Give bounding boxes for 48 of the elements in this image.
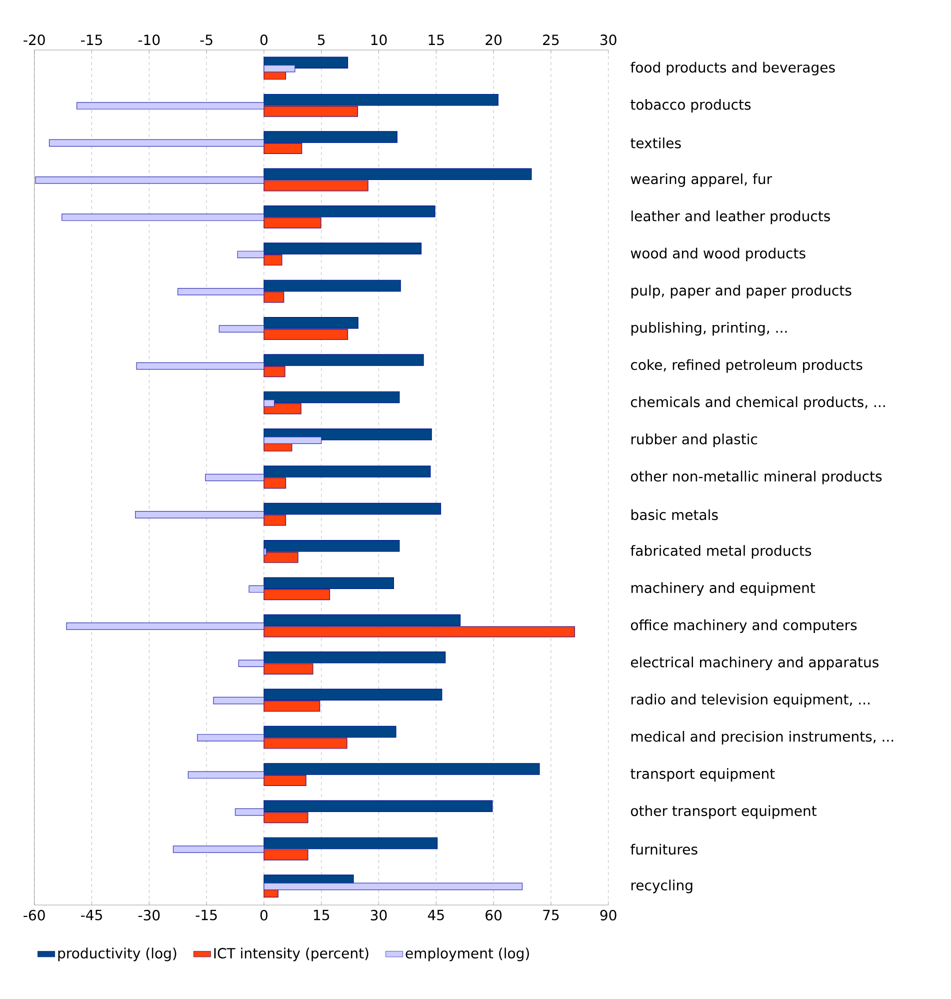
x-tick-label: 60 [485, 910, 502, 920]
legend-label: ICT intensity (percent) [214, 948, 368, 962]
y-tick-label: electrical machinery and apparatus [630, 656, 878, 670]
y-tick-label: furnitures [630, 844, 698, 855]
y-tick-label: radio and television equipment, ... [631, 694, 870, 708]
y-tick-label: machinery and equipment [631, 582, 815, 596]
x2-tick-label: 5 [318, 34, 324, 46]
x-tick-label: -45 [80, 910, 102, 920]
y-tick-label: coke, refined petroleum products [630, 359, 862, 373]
y-tick-label: pulp, paper and paper products [631, 284, 852, 298]
y-tick-label: other non-metallic mineral products [630, 470, 882, 484]
y-tick-label: recycling [631, 880, 692, 894]
y-tick-label: chemicals and chemical products, ... [630, 396, 885, 410]
x-tick-label: -30 [138, 910, 160, 920]
x-tick-label: 75 [543, 910, 558, 920]
x2-tick-label: 15 [428, 34, 444, 46]
y-tick-label: wood and wood products [630, 248, 806, 262]
y-tick-label: wearing apparel, fur [630, 173, 772, 187]
x2-tick-label: -20 [23, 34, 45, 46]
x2-tick-label: 25 [542, 34, 558, 46]
y-tick-label: medical and precision instruments, ... [631, 730, 893, 745]
x-tick-label: -15 [196, 910, 217, 920]
x2-tick-label: -15 [80, 34, 102, 46]
x2-tick-label: 30 [600, 34, 616, 46]
x2-tick-label: -5 [200, 34, 212, 46]
x2-tick-label: 0 [260, 34, 268, 46]
x-tick-label: 30 [370, 910, 387, 920]
y-tick-label: basic metals [631, 509, 718, 520]
x2-tick-label: -10 [138, 34, 160, 46]
x2-tick-label: 20 [485, 34, 502, 46]
y-tick-label: other transport equipment [630, 805, 816, 819]
x2-tick-label: 10 [371, 34, 387, 46]
legend-label: productivity (log) [58, 948, 176, 962]
x-tick-label: -60 [23, 910, 45, 920]
y-tick-label: textiles [630, 138, 681, 148]
y-tick-label: rubber and plastic [631, 434, 757, 448]
x-tick-label: 15 [314, 910, 329, 920]
y-tick-label: leather and leather products [631, 210, 830, 224]
y-tick-label: food products and beverages [630, 62, 835, 76]
y-tick-label: transport equipment [630, 768, 775, 782]
y-tick-label: tobacco products [630, 98, 750, 113]
x-tick-label: 45 [428, 910, 444, 920]
x-tick-label: 90 [600, 910, 616, 920]
legend-label: employment (log) [406, 948, 529, 962]
y-tick-label: office machinery and computers [630, 619, 856, 633]
y-tick-label: fabricated metal products [630, 545, 811, 559]
y-tick-label: publishing, printing, ... [631, 322, 786, 336]
x-tick-label: 0 [260, 910, 268, 920]
